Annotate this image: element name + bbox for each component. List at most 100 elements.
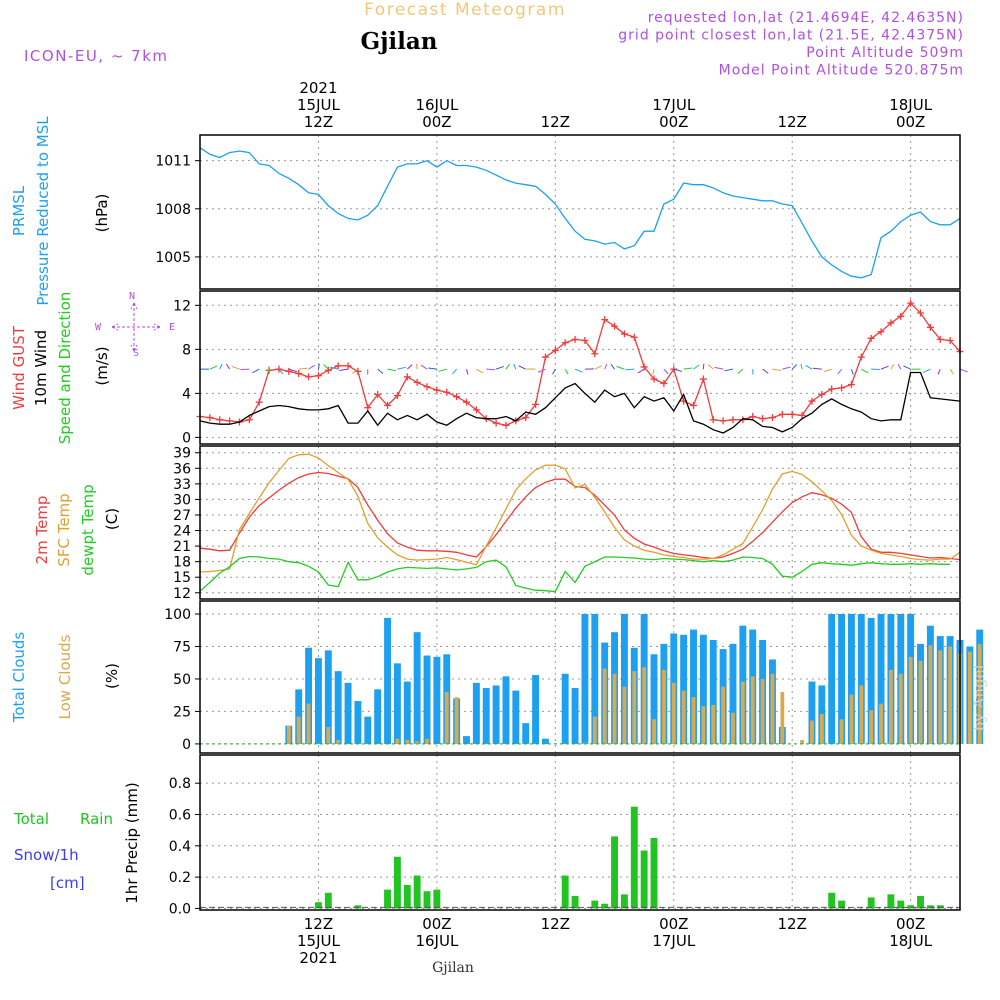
wind-direction-arrow (420, 364, 428, 370)
y-tick-label: 30 (173, 492, 191, 508)
bar-low-clouds (760, 678, 765, 744)
gust-marker (591, 350, 599, 358)
bottom-time-label: 16JUL (415, 932, 458, 950)
y-tick-label: 15 (173, 570, 191, 586)
bar-low-clouds (750, 676, 755, 744)
gust-marker (522, 414, 530, 422)
wind-direction-arrow (625, 368, 635, 371)
y-tick-label: 36 (173, 461, 191, 477)
bar-total-clouds (463, 736, 470, 744)
wind-direction-arrow (225, 363, 231, 370)
bar-total-clouds (532, 675, 540, 744)
wind-direction-arrow (594, 365, 602, 370)
bar-low-clouds (622, 686, 627, 744)
bar-low-clouds (286, 725, 291, 744)
bar-total-clouds (305, 647, 313, 744)
bar-total-clouds (699, 634, 707, 744)
gust-marker (403, 373, 411, 381)
y-tick-label: 18 (173, 555, 191, 571)
wind-direction-arrow (552, 368, 556, 375)
gust-marker (778, 410, 786, 418)
bar-total-rain (887, 894, 895, 909)
wind-direction-arrow (323, 364, 329, 370)
temp-2m-label: 2m Temp (33, 496, 51, 565)
bar-low-clouds (592, 716, 597, 744)
gust-marker (936, 335, 944, 343)
wind-direction-arrow (406, 364, 413, 370)
gust-marker (206, 414, 214, 422)
bar-total-clouds (472, 682, 480, 744)
bar-low-clouds (583, 742, 587, 744)
wind-direction-arrow (387, 368, 397, 372)
bar-low-clouds (711, 704, 716, 744)
wind-direction-arrow (772, 368, 782, 371)
bar-total-clouds (384, 617, 391, 744)
wind-direction-arrow (574, 368, 583, 373)
wind-direction-arrow (800, 363, 803, 370)
bar-low-clouds (849, 694, 854, 744)
bar-total-rain (324, 892, 332, 909)
bar-total-clouds (393, 663, 401, 744)
wind-direction-arrow (837, 368, 842, 375)
wind-direction-arrow (452, 368, 457, 375)
gust-marker (285, 367, 293, 375)
bar-total-rain (926, 905, 934, 909)
bottom-time-label: 18JUL (889, 932, 932, 950)
wind-direction-arrow (288, 368, 297, 373)
gust-marker (275, 365, 283, 373)
gust-marker (847, 381, 855, 389)
gust-marker (305, 373, 313, 381)
gust-marker (828, 385, 836, 393)
wind-direction-arrow (438, 368, 447, 372)
wind-direction-arrow (959, 368, 968, 373)
wind-direction-arrow (737, 368, 744, 374)
total-clouds-label: Total Clouds (10, 632, 28, 724)
bar-low-clouds (652, 719, 656, 744)
y-tick-label: 0.0 (169, 901, 191, 917)
bar-low-clouds (948, 646, 953, 744)
temp-unit: (C) (103, 508, 121, 530)
bar-total-clouds (729, 643, 737, 744)
wind-direction-arrow (693, 364, 700, 370)
bar-low-clouds (454, 697, 459, 744)
point-info: requested lon,lat (21.4694E, 42.4635N) gr… (618, 10, 964, 79)
point-info-line: grid point closest lon,lat (21.5E, 42.43… (618, 28, 964, 44)
bar-total-clouds (512, 690, 520, 744)
wind-direction-arrow (219, 363, 223, 370)
wind-direction-arrow (637, 368, 645, 374)
gust-marker (818, 390, 826, 398)
bar-low-clouds (306, 703, 311, 744)
temp-dew-label: dewpt Temp (79, 484, 97, 575)
compass-s: S (133, 348, 139, 359)
top-time-label: 00Z (422, 113, 451, 131)
bar-total-clouds (403, 681, 411, 744)
wind-direction-arrow (812, 367, 822, 370)
gust-marker (226, 417, 234, 425)
bottom-time-label: 00Z (422, 915, 451, 933)
y-tick-label: 1008 (155, 202, 191, 218)
compass-w: W (95, 322, 102, 333)
y-tick-label: 0 (182, 430, 191, 446)
pressure-unit: (hPa) (93, 194, 111, 233)
y-tick-label: 8 (182, 342, 191, 358)
bar-low-clouds (889, 669, 893, 744)
bar-low-clouds (967, 651, 972, 744)
bar-low-clouds (800, 740, 804, 744)
bar-total-clouds (857, 613, 865, 744)
bar-low-clouds (839, 719, 844, 744)
y-tick-label: 0.2 (169, 870, 191, 886)
bar-low-clouds (918, 660, 923, 744)
gust-marker (798, 411, 806, 419)
y-tick-label: 25 (173, 704, 191, 720)
bar-total-rain (640, 850, 648, 909)
wind-direction-arrow (317, 363, 320, 370)
bar-total-rain (413, 875, 421, 909)
compass-rose: N S W E (95, 291, 175, 359)
bar-total-clouds (620, 613, 628, 744)
wind-panel: 0 4 8 12 (173, 290, 968, 446)
gust-marker (541, 353, 549, 361)
bottom-time-label: 00Z (896, 915, 925, 933)
bar-total-clouds (364, 716, 372, 744)
top-time-label: 12Z (541, 113, 570, 131)
